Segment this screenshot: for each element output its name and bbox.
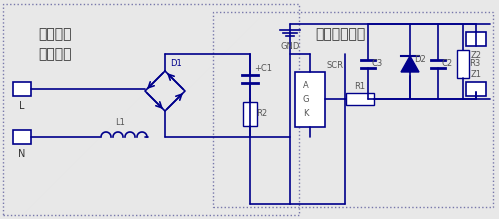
Text: L1: L1: [115, 118, 125, 127]
Bar: [243, 102, 257, 126]
Text: K: K: [303, 108, 309, 118]
Bar: [346, 93, 374, 105]
Text: A: A: [303, 81, 309, 90]
Text: +C1: +C1: [254, 64, 272, 73]
Text: GND: GND: [280, 42, 300, 51]
Bar: [295, 71, 325, 127]
Text: D1: D1: [170, 59, 182, 68]
Bar: [466, 32, 486, 46]
Bar: [13, 130, 31, 144]
Bar: [213, 12, 493, 207]
Text: R1: R1: [354, 82, 366, 91]
Text: Z1: Z1: [471, 70, 482, 79]
Text: L: L: [19, 101, 25, 111]
Polygon shape: [401, 56, 419, 72]
Text: R2: R2: [256, 110, 267, 118]
Bar: [13, 82, 31, 96]
Bar: [3, 4, 299, 215]
Text: N: N: [18, 149, 25, 159]
Text: D2: D2: [414, 55, 426, 65]
Text: SCR: SCR: [327, 60, 344, 69]
Text: G: G: [303, 95, 309, 104]
Text: R3: R3: [469, 60, 480, 69]
Bar: [457, 50, 469, 78]
Text: 漏电驱动
分闸电路: 漏电驱动 分闸电路: [38, 27, 72, 61]
Bar: [466, 82, 486, 96]
Text: 漏电检测电路: 漏电检测电路: [315, 27, 365, 41]
Text: Z2: Z2: [471, 51, 482, 60]
Text: C3: C3: [372, 60, 383, 69]
Text: C2: C2: [442, 60, 453, 69]
